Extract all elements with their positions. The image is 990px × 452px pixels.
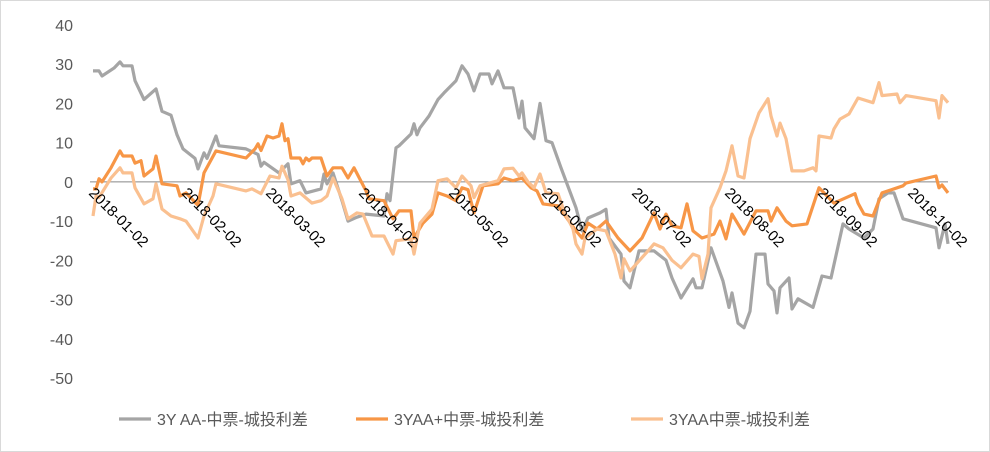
series-line-2 [93,122,950,253]
y-tick-label: 0 [64,175,73,192]
legend: 3Y AA-中票-城投利差 3YAA+中票-城投利差 3YAA中票-城投利差 [119,411,810,429]
y-tick-label: 40 [55,18,73,35]
x-tick-label: 2018-01-02 [85,185,151,251]
y-tick-label: 30 [55,57,73,74]
y-tick-label: -10 [50,214,73,231]
series-line-3 [91,81,950,281]
x-tick-label: 2018-05-02 [445,185,511,251]
legend-label: 3YAA中票-城投利差 [669,411,810,429]
legend-label: 3YAA+中票-城投利差 [394,411,544,429]
series-line-1 [93,60,950,330]
y-axis-ticks: 40 30 20 10 0 -10 -20 -30 -40 -50 [50,18,73,388]
y-tick-label: -30 [50,293,73,310]
legend-label: 3Y AA-中票-城投利差 [157,411,308,429]
x-tick-label: 2018-09-02 [814,185,880,251]
y-tick-label: -40 [50,332,73,349]
y-tick-label: 20 [55,96,73,113]
y-tick-label: -50 [50,371,73,388]
y-tick-label: -20 [50,253,73,270]
x-tick-label: 2018-02-02 [178,185,244,251]
y-tick-label: 10 [55,136,73,153]
series-lines [91,60,950,330]
